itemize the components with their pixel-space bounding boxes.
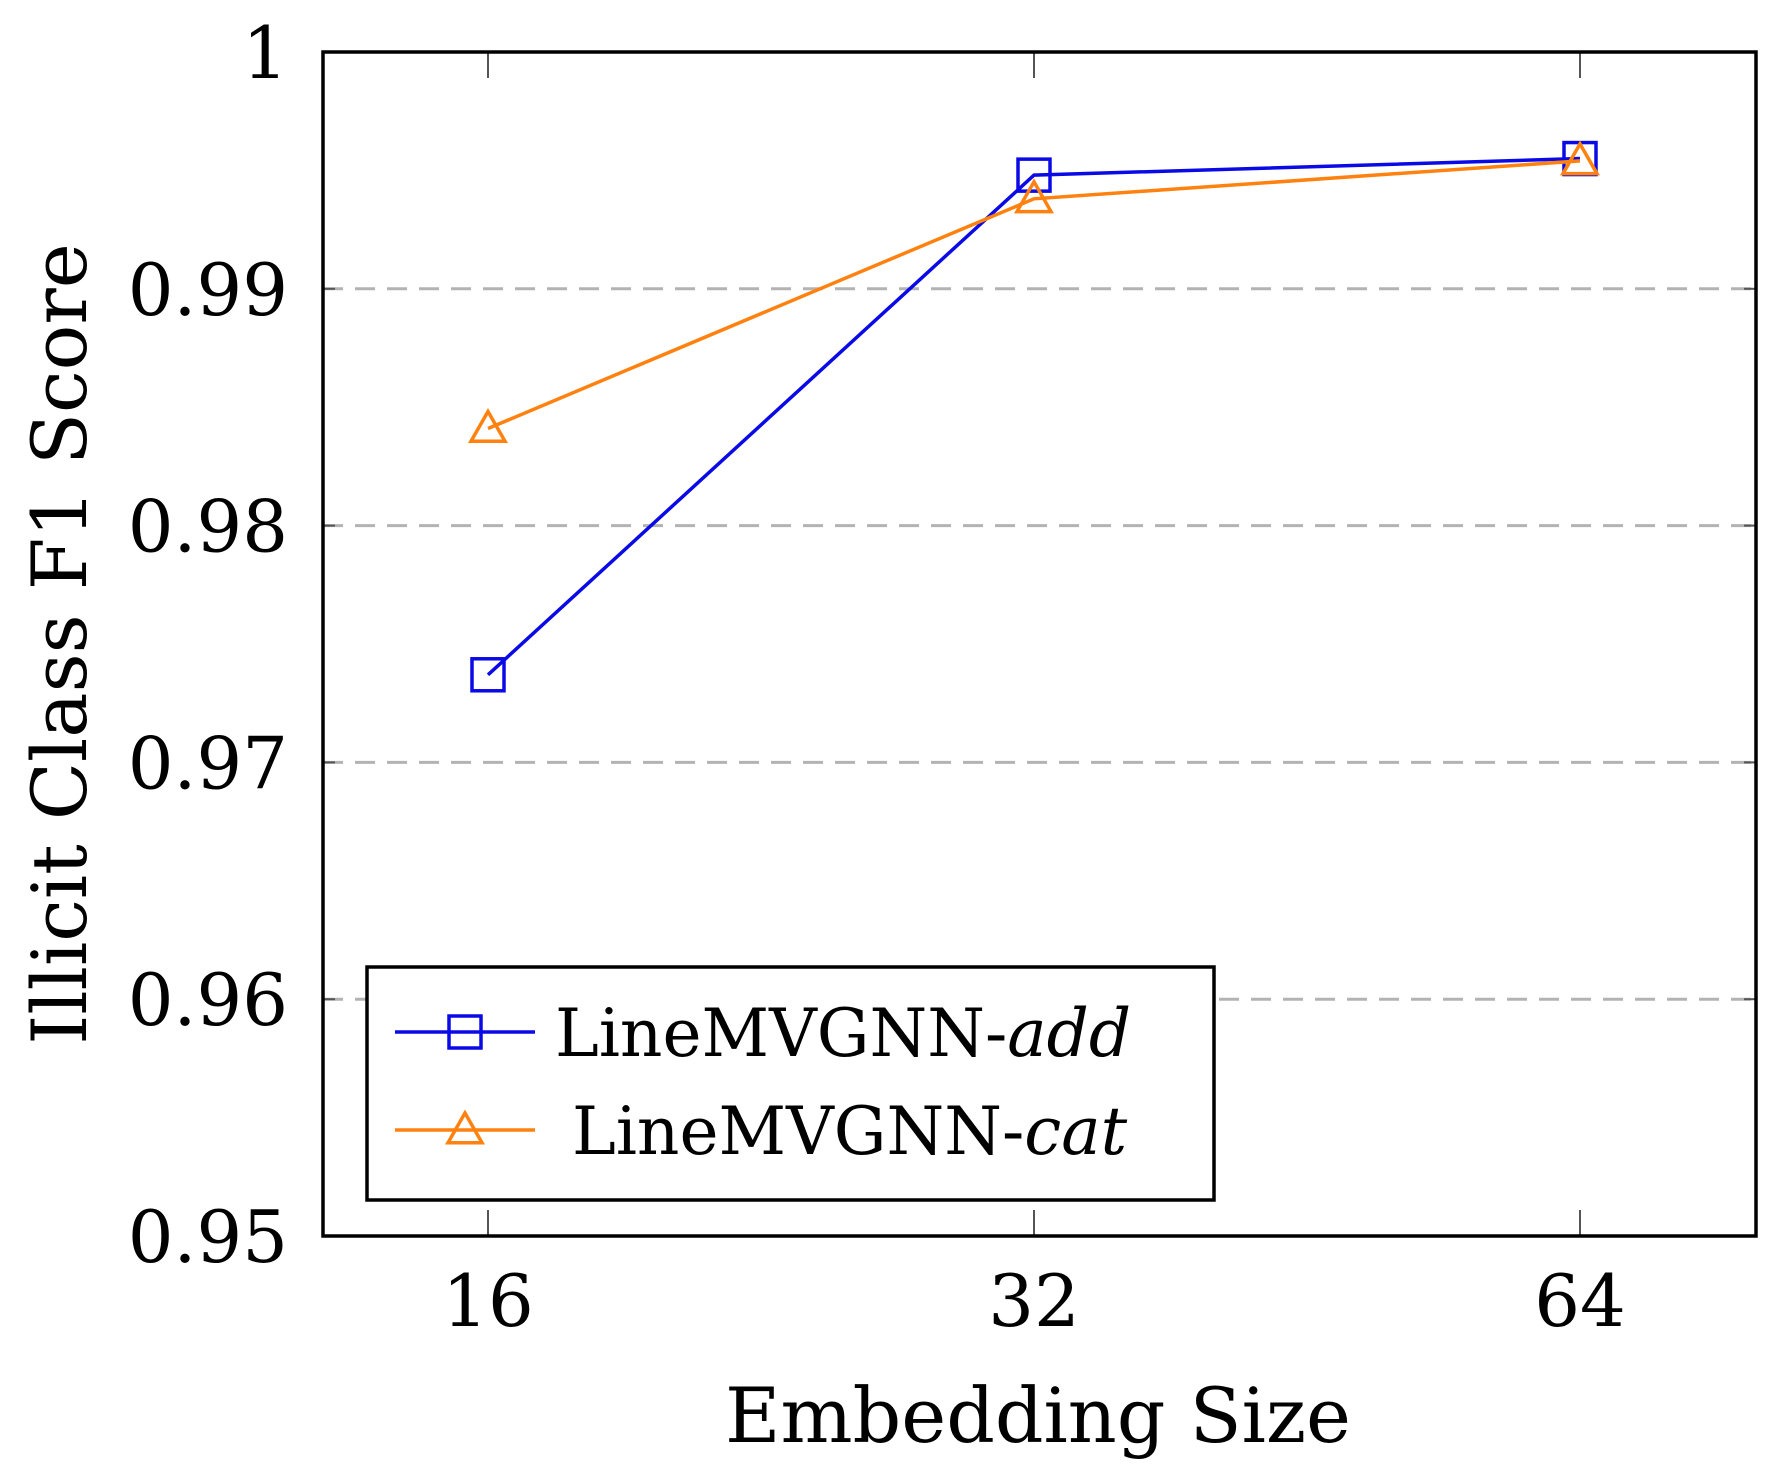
x-tick-label: 32 [988,1259,1080,1343]
x-tick-labels: 16 32 64 [442,1259,1626,1343]
plot-frame [321,50,1758,1238]
legend-box [365,965,1216,1202]
data-point-add-16 [470,657,506,693]
y-tick-label: 0.98 [128,485,288,569]
x-tick-label: 64 [1534,1259,1626,1343]
y-tick-label: 1 [242,11,288,95]
legend-triangle-icon [444,1109,486,1145]
y-tick-labels: 0.95 0.96 0.97 0.98 0.99 1 [128,11,288,1279]
data-point-add-32 [1016,157,1052,193]
data-point-cat-64 [1559,140,1601,176]
legend-label-cat-suffix: cat [1024,1093,1127,1170]
x-axis-label: Embedding Size [725,1371,1351,1460]
y-tick-label: 0.95 [128,1195,288,1279]
y-tick-label: 0.96 [128,958,288,1042]
legend: LineMVGNN-add LineMVGNN-cat [365,965,1216,1202]
y-axis-label: Illicit Class F1 Score [15,243,104,1044]
legend-label-cat: LineMVGNN-cat [572,1093,1128,1170]
data-point-cat-16 [467,407,509,444]
legend-label-add-prefix: LineMVGNN- [555,995,1007,1072]
data-point-cat-32 [1013,178,1055,214]
legend-marker-add [447,1014,483,1050]
grid-lines [323,287,1756,1001]
x-tick-label: 16 [442,1259,534,1343]
series-line-add [486,156,1581,677]
legend-label-add: LineMVGNN-add [555,995,1131,1072]
legend-label-add-suffix: add [1007,995,1131,1072]
series-line-cat [487,159,1581,431]
legend-label-cat-prefix: LineMVGNN- [572,1093,1024,1170]
series-layer [467,140,1601,693]
y-tick-label: 0.97 [128,721,288,805]
legend-square-icon [447,1014,483,1050]
legend-marker-cat [444,1109,486,1145]
y-tick-label: 0.99 [128,248,288,332]
